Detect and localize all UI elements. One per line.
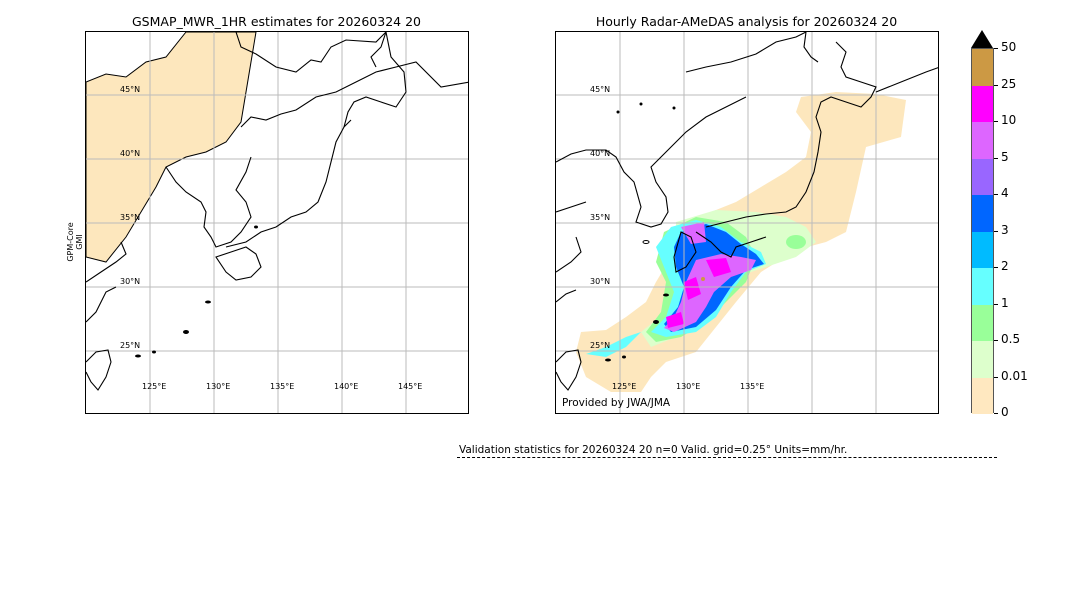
lat-label-40: 40°N xyxy=(120,149,141,158)
colorbar-tick: 0.01 xyxy=(994,369,1028,383)
colorbar-tick: 50 xyxy=(993,40,1016,54)
lon-label-130: 130°E xyxy=(206,382,231,391)
left-map-title: GSMAP_MWR_1HR estimates for 20260324 20 xyxy=(132,14,421,29)
colorbar-seg-4-5 xyxy=(972,158,993,195)
lat-label-45: 45°N xyxy=(120,85,141,94)
satellite-name: GPM-Core xyxy=(66,222,75,262)
colorbar-seg-0-0.01 xyxy=(972,377,993,414)
colorbar-seg-0.01-0.5 xyxy=(972,341,993,378)
precip-area-manchuria xyxy=(86,32,257,263)
islands xyxy=(135,225,258,358)
lat-label-25: 25°N xyxy=(590,341,611,350)
right-map-svg xyxy=(556,32,938,413)
right-map-panel: 45°N 40°N 35°N 30°N 25°N 125°E 130°E 135… xyxy=(555,31,939,414)
lat-label-30: 30°N xyxy=(590,277,611,286)
colorbar-seg-25-50 xyxy=(972,49,993,86)
lat-label-40: 40°N xyxy=(590,149,611,158)
lat-label-35: 35°N xyxy=(590,213,611,222)
colorbar-tick: 0 xyxy=(994,405,1009,419)
lat-label-25: 25°N xyxy=(120,341,141,350)
colorbar-seg-2-3 xyxy=(972,231,993,268)
islands xyxy=(605,102,676,362)
colorbar-seg-10-25 xyxy=(972,85,993,122)
colorbar-tick: 5 xyxy=(994,150,1009,164)
lat-label-30: 30°N xyxy=(120,277,141,286)
colorbar-tick: 1 xyxy=(994,296,1009,310)
colorbar-tick: 0.5 xyxy=(993,332,1020,346)
colorbar-seg-0.5-1 xyxy=(972,304,993,341)
colorbar-seg-3-4 xyxy=(972,195,993,232)
lon-label-135: 135°E xyxy=(270,382,295,391)
right-map-title: Hourly Radar-AMeDAS analysis for 2026032… xyxy=(595,14,898,29)
colorbar-extend-arrow xyxy=(971,30,993,48)
lon-label-130: 130°E xyxy=(676,382,701,391)
data-credit: Provided by JWA/JMA xyxy=(562,397,671,409)
left-satellite-label: GPM-Core GMI xyxy=(66,222,84,262)
colorbar-seg-5-10 xyxy=(972,122,993,159)
colorbar-tick: 25 xyxy=(993,77,1016,91)
colorbar-tick: 2 xyxy=(994,259,1009,273)
colorbar-tick: 4 xyxy=(994,186,1009,200)
lon-label-140: 140°E xyxy=(334,382,359,391)
dashed-divider xyxy=(457,457,997,458)
left-map-panel: 45°N 40°N 35°N 30°N 25°N 125°E 130°E 135… xyxy=(85,31,469,414)
coastlines xyxy=(86,32,468,391)
lon-label-145: 145°E xyxy=(398,382,423,391)
lon-label-125: 125°E xyxy=(142,382,167,391)
colorbar-tick: 10 xyxy=(993,113,1016,127)
sensor-name: GMI xyxy=(75,234,84,250)
lat-label-45: 45°N xyxy=(590,85,611,94)
lat-label-35: 35°N xyxy=(120,213,141,222)
coastlines xyxy=(556,32,938,391)
lon-label-125: 125°E xyxy=(612,382,637,391)
validation-statistics: Validation statistics for 20260324 20 n=… xyxy=(459,444,848,456)
colorbar xyxy=(971,48,994,414)
lon-label-135: 135°E xyxy=(740,382,765,391)
colorbar-seg-1-2 xyxy=(972,268,993,305)
colorbar-tick: 3 xyxy=(994,223,1009,237)
left-map-svg xyxy=(86,32,468,413)
